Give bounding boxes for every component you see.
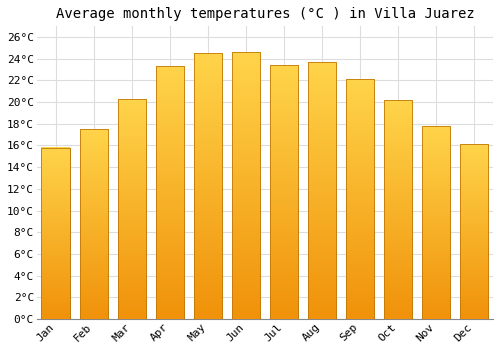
Bar — [422, 126, 450, 319]
Bar — [194, 53, 222, 319]
Bar — [270, 65, 298, 319]
Bar — [156, 66, 184, 319]
Bar — [422, 126, 450, 319]
Bar — [270, 65, 298, 319]
Bar — [194, 53, 222, 319]
Bar — [384, 100, 412, 319]
Bar — [384, 100, 412, 319]
Bar — [118, 99, 146, 319]
Bar — [232, 52, 260, 319]
Bar — [346, 79, 374, 319]
Bar — [80, 129, 108, 319]
Bar — [460, 145, 488, 319]
Bar — [80, 129, 108, 319]
Bar — [118, 99, 146, 319]
Bar — [308, 62, 336, 319]
Bar — [42, 148, 70, 319]
Bar — [42, 148, 70, 319]
Bar — [232, 52, 260, 319]
Bar — [156, 66, 184, 319]
Bar — [308, 62, 336, 319]
Bar — [460, 145, 488, 319]
Bar — [346, 79, 374, 319]
Title: Average monthly temperatures (°C ) in Villa Juarez: Average monthly temperatures (°C ) in Vi… — [56, 7, 474, 21]
